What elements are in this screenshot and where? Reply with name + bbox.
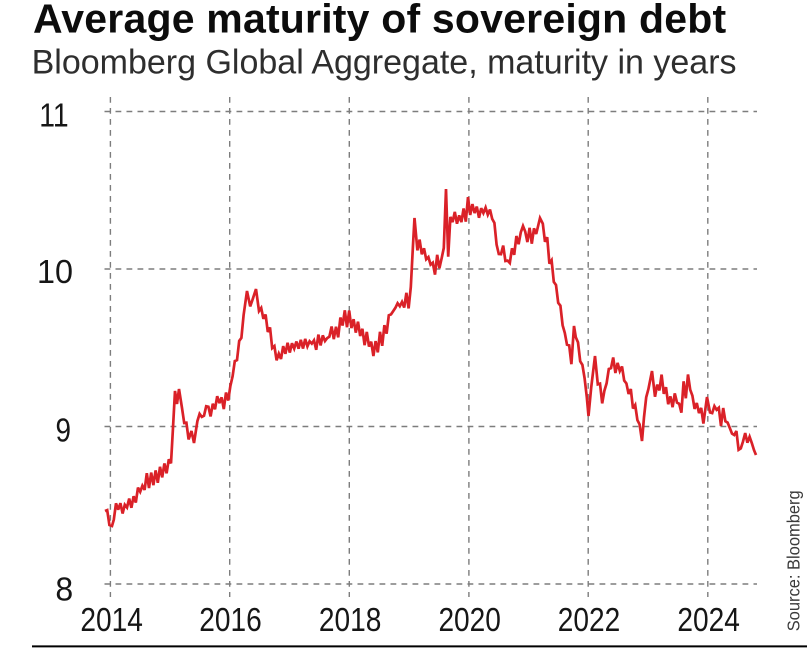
svg-text:Average maturity of sovereign: Average maturity of sovereign debt [33,0,726,42]
svg-text:9: 9 [56,412,72,449]
svg-text:2018: 2018 [319,601,382,638]
svg-text:Source: Bloomberg: Source: Bloomberg [784,490,804,631]
svg-text:2020: 2020 [438,601,501,638]
svg-text:2024: 2024 [677,601,740,638]
svg-text:11: 11 [39,96,68,133]
svg-text:10: 10 [37,253,73,290]
svg-text:Bloomberg Global Aggregate, ma: Bloomberg Global Aggregate, maturity in … [32,44,737,82]
svg-text:2014: 2014 [80,601,143,638]
svg-text:8: 8 [55,570,73,607]
svg-text:2022: 2022 [558,601,621,638]
svg-text:2016: 2016 [199,601,262,638]
